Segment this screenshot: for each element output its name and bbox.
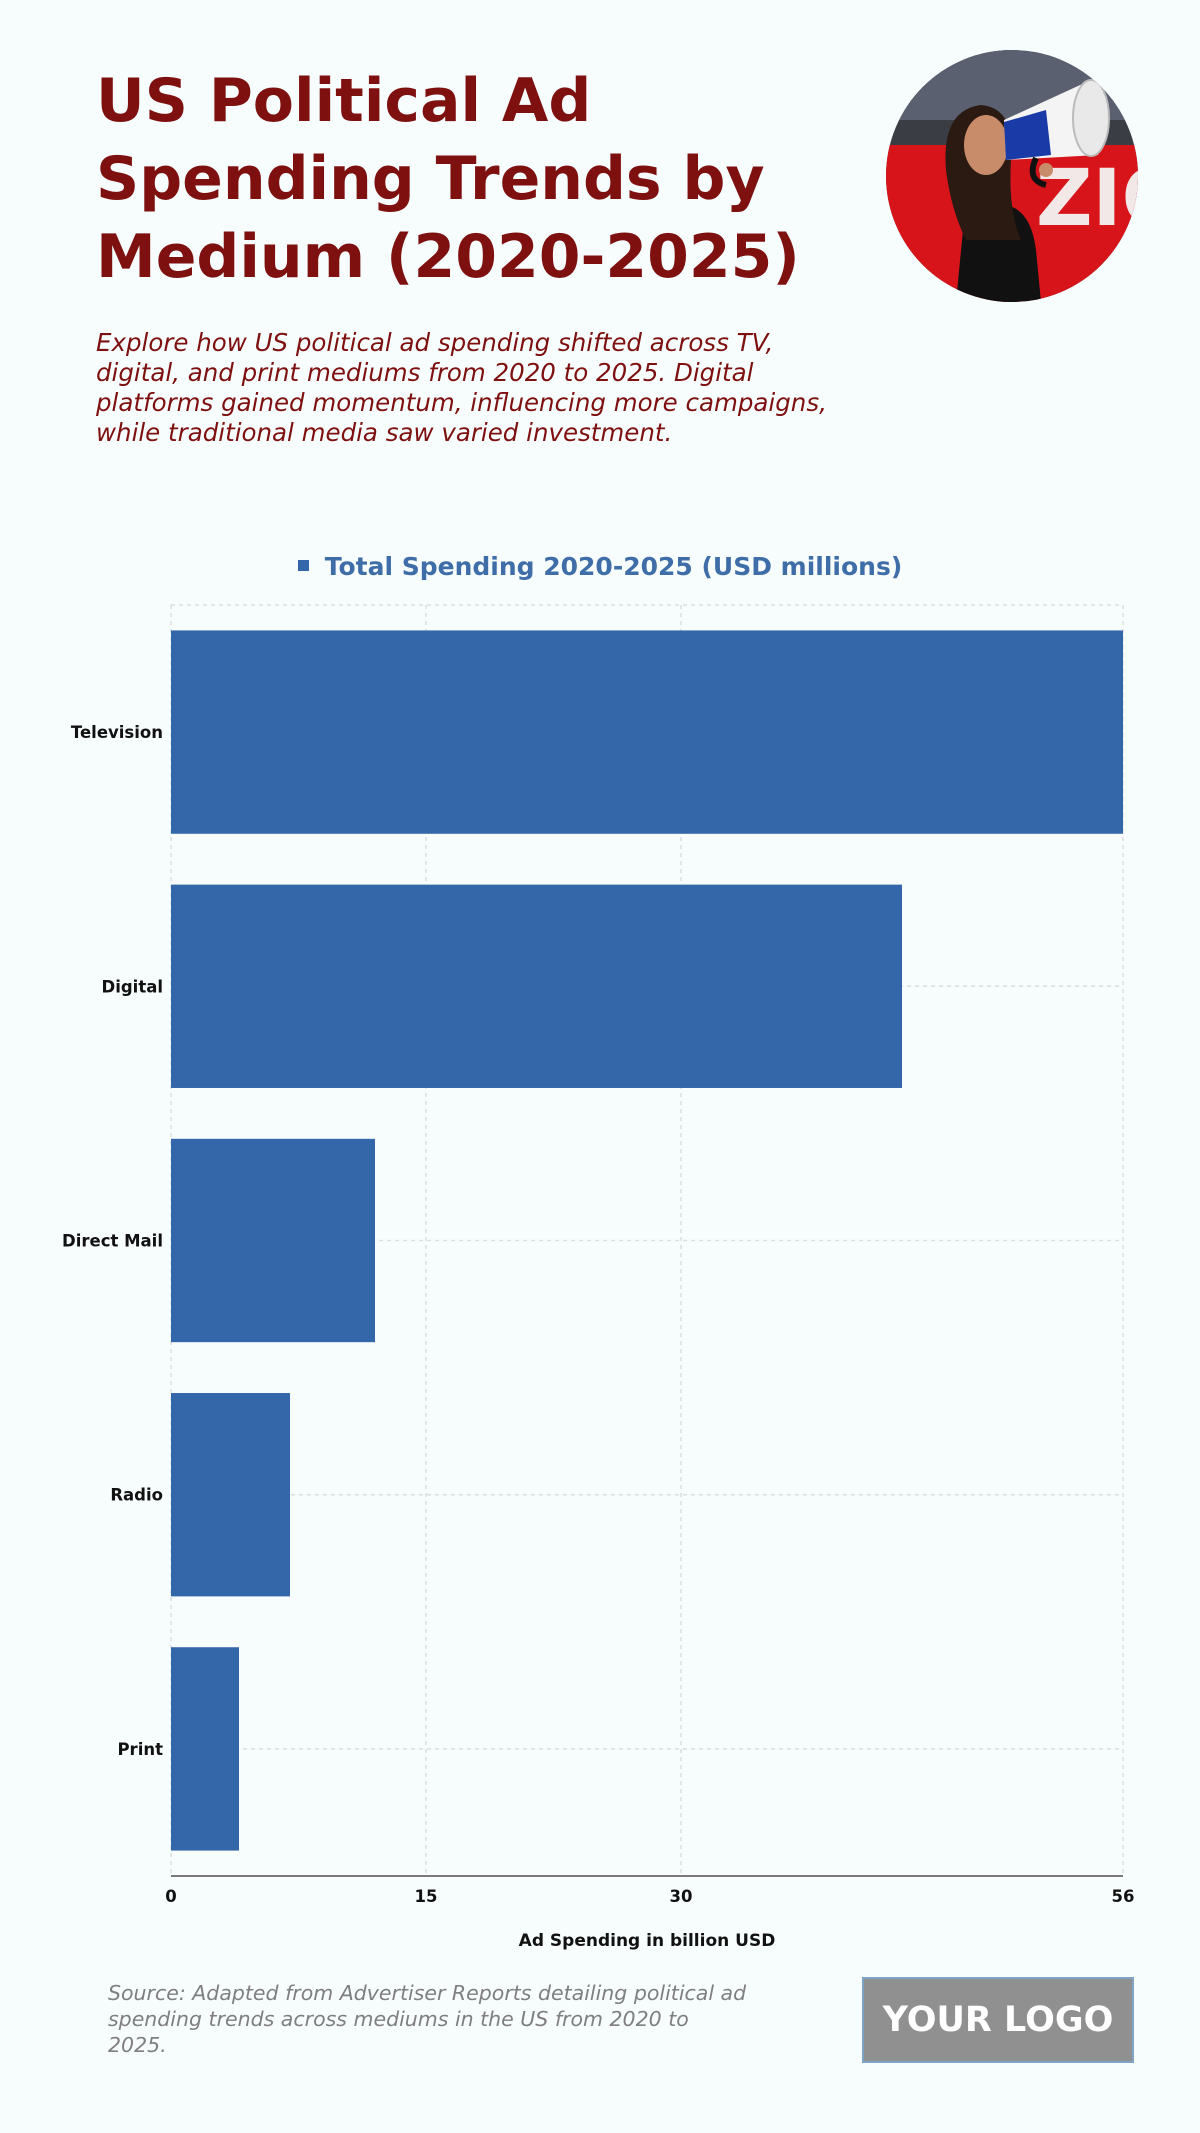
bar-chart: Television Digital Direct Mail Radio Print 0 1…	[62, 604, 1135, 1950]
x-axis-title: Ad Spending in billion USD	[519, 1931, 776, 1950]
source-note: Source: Adapted from Advertiser Reports …	[108, 1981, 747, 2057]
category-label: Direct Mail	[62, 1232, 163, 1251]
x-tick-label: 30	[670, 1887, 693, 1906]
x-tick-label: 0	[165, 1887, 176, 1906]
x-tick-label: 15	[415, 1887, 438, 1906]
bar	[171, 1138, 375, 1343]
category-label: Print	[117, 1740, 163, 1759]
chart-legend: Total Spending 2020-2025 (USD millions)	[0, 552, 1200, 581]
bar	[171, 630, 1123, 834]
legend-swatch	[297, 559, 309, 571]
bar	[171, 1647, 239, 1851]
logo-placeholder: YOUR LOGO	[862, 1977, 1134, 2063]
page-title: US Political Ad Spending Trends by Mediu…	[96, 66, 800, 292]
legend-label: Total Spending 2020-2025 (USD millions)	[324, 552, 903, 581]
category-label: Television	[71, 723, 163, 742]
bar	[171, 1393, 290, 1597]
page-subtitle: Explore how US political ad spending shi…	[96, 328, 827, 447]
category-label: Radio	[110, 1486, 163, 1505]
protester-megaphone-photo: ZIONI	[886, 50, 1138, 302]
sign-text: ZIONI	[1036, 154, 1138, 244]
category-label: Digital	[102, 977, 164, 996]
bar	[171, 884, 902, 1088]
x-tick-label: 56	[1112, 1887, 1135, 1906]
